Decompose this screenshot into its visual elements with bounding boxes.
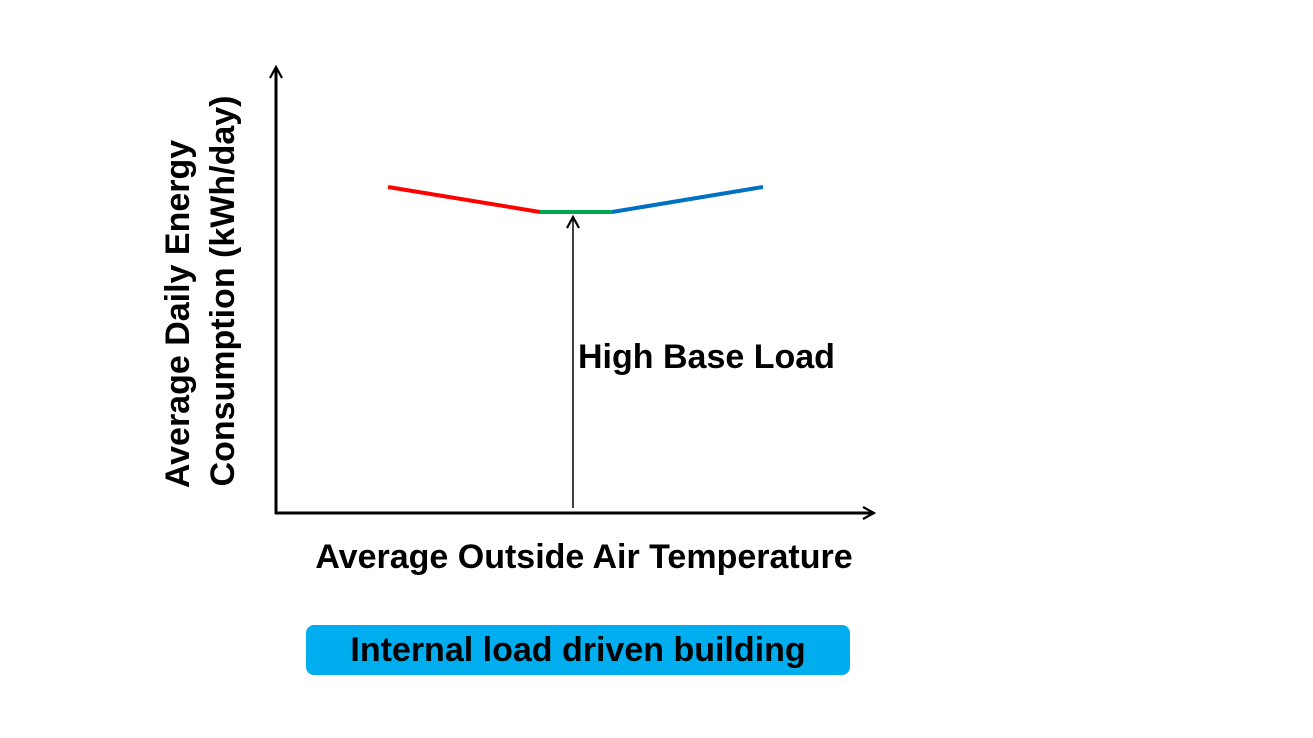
heating-slope-segment <box>387 185 541 214</box>
high-base-load-label: High Base Load <box>578 338 835 376</box>
y-axis-label-line2: Consumption (kWh/day) <box>204 96 242 487</box>
caption-badge: Internal load driven building <box>306 625 850 675</box>
y-axis-label-line1: Average Daily Energy <box>159 140 197 488</box>
caption-label: Internal load driven building <box>350 630 806 669</box>
cooling-slope-segment <box>611 185 764 214</box>
x-axis-label: Average Outside Air Temperature <box>315 538 852 576</box>
